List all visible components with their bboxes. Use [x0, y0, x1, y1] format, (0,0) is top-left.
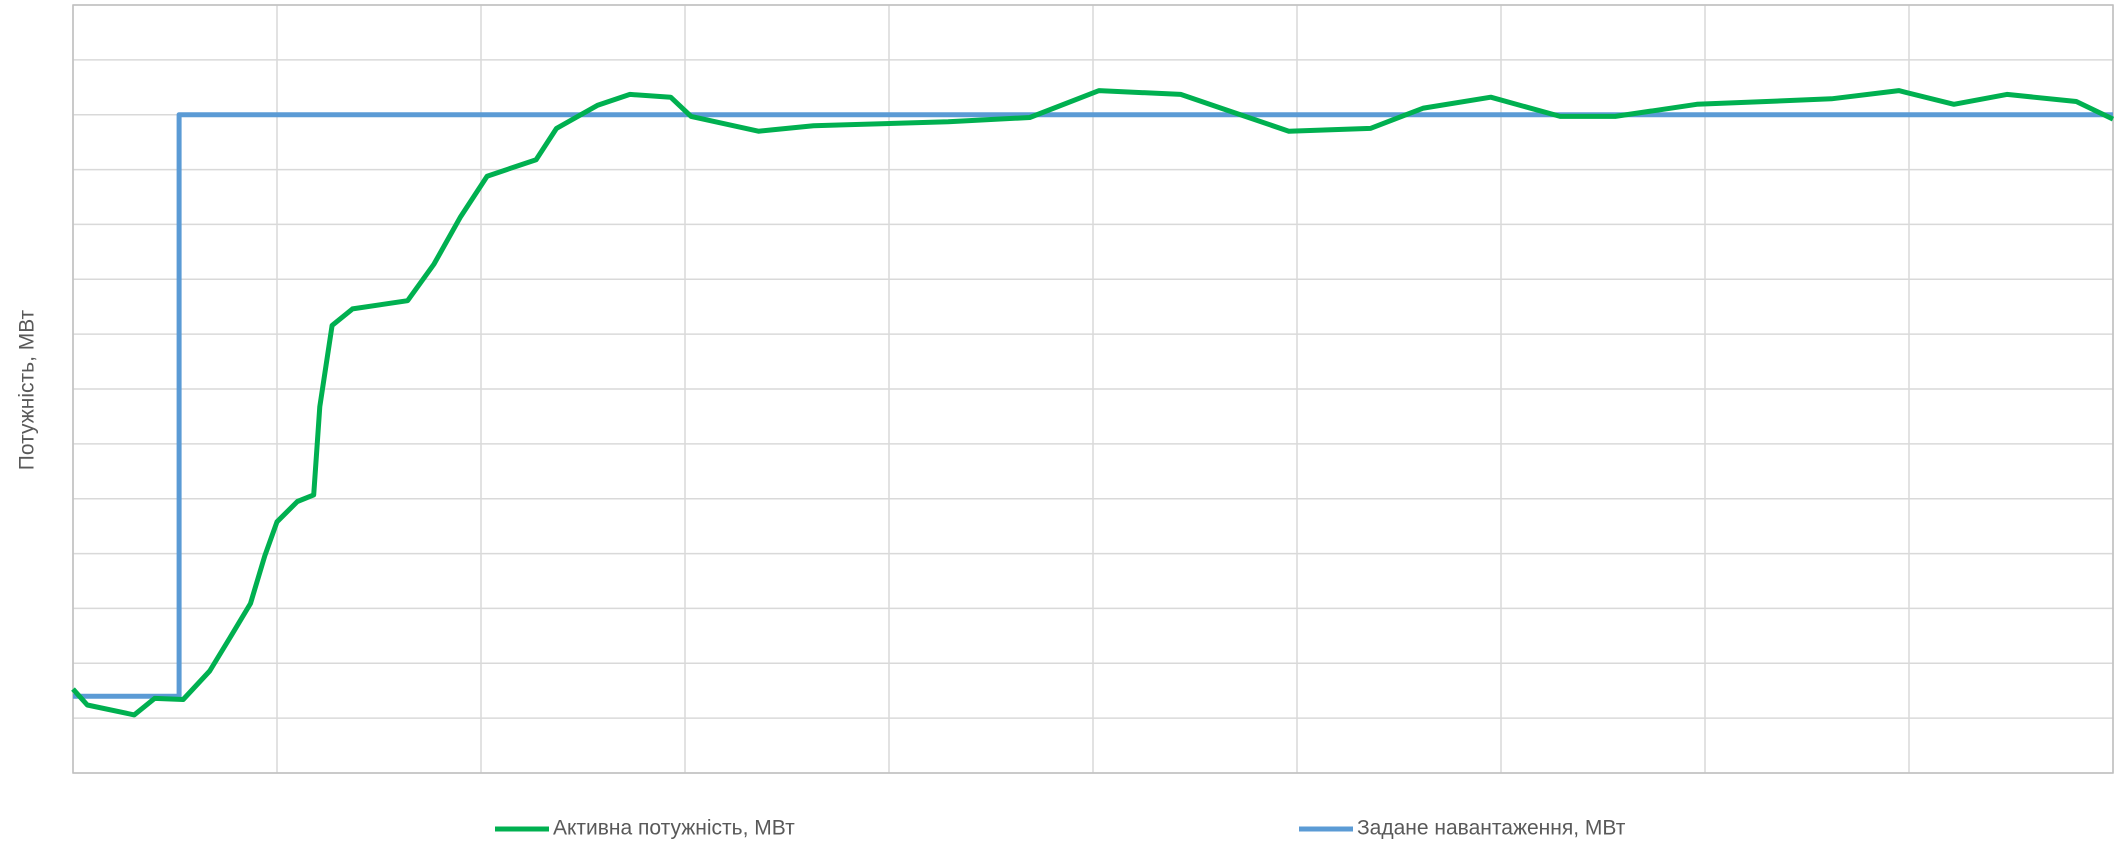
plot-border [72, 4, 2114, 774]
series-line [73, 112, 2113, 699]
y-axis-label: Потужність, МВт [16, 309, 39, 470]
legend-label: Активна потужність, МВт [553, 817, 795, 840]
legend-label: Задане навантаження, МВт [1357, 817, 1626, 840]
series-line [71, 88, 2115, 718]
